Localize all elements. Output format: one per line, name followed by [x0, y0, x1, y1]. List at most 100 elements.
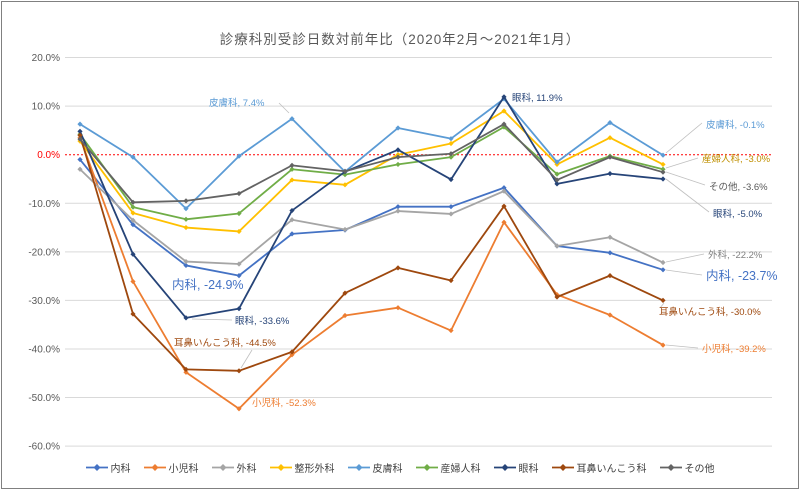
- y-axis-tick-label: -50.0%: [28, 393, 60, 404]
- chart-title: 診療科別受診日数対前年比（2020年2月～2021年1月）: [219, 32, 581, 47]
- series-marker-整形外科: [342, 182, 348, 188]
- series-marker-小児科: [130, 278, 136, 285]
- series-marker-耳鼻いんこう科: [77, 132, 83, 138]
- legend-marker-icon: [551, 464, 574, 471]
- series-line-内科: [79, 158, 664, 277]
- legend-marker-icon: [269, 464, 292, 471]
- legend-label: 眼科: [518, 464, 539, 475]
- series-marker-外科: [660, 259, 666, 266]
- legend-marker-icon: [659, 464, 682, 471]
- series-marker-その他: [130, 199, 136, 205]
- series-marker-皮膚科: [130, 154, 136, 160]
- series-marker-眼科: [554, 181, 560, 187]
- series-marker-外科: [342, 226, 348, 233]
- series-marker-内科: [501, 185, 507, 191]
- data-label: 産婦人科, -3.0%: [702, 153, 771, 165]
- series-marker-小児科: [395, 305, 401, 311]
- y-axis-tick-label: -10.0%: [28, 199, 60, 210]
- series-marker-外科: [607, 234, 613, 240]
- series-marker-整形外科: [236, 228, 242, 235]
- series-marker-整形外科: [607, 135, 613, 141]
- legend-item-眼科: 眼科: [493, 460, 539, 475]
- series-marker-眼科: [183, 315, 189, 321]
- annotation-leader-line: [240, 349, 253, 369]
- series-marker-耳鼻いんこう科: [130, 311, 136, 317]
- legend-item-小児科: 小児科: [143, 460, 199, 475]
- series-marker-産婦人科: [130, 204, 136, 210]
- series-marker-皮膚科: [236, 153, 242, 159]
- series-marker-小児科: [289, 352, 295, 358]
- annotation-leader-line: [659, 302, 665, 309]
- legend-marker-icon: [85, 464, 108, 471]
- series-marker-眼科: [448, 176, 454, 183]
- series-line-小児科: [79, 137, 664, 410]
- series-marker-小児科: [342, 312, 348, 319]
- series-marker-その他: [183, 198, 189, 204]
- annotation-leader-line: [665, 122, 703, 154]
- legend-item-その他: その他: [659, 460, 715, 475]
- series-marker-産婦人科: [289, 166, 295, 172]
- legend-marker-icon: [415, 464, 438, 471]
- data-label: 小児科, -52.3%: [252, 397, 316, 409]
- series-marker-眼科: [130, 251, 136, 257]
- series-marker-整形外科: [660, 161, 666, 168]
- series-marker-耳鼻いんこう科: [607, 273, 613, 279]
- series-marker-整形外科: [289, 177, 295, 183]
- series-marker-整形外科: [501, 108, 507, 114]
- series-marker-整形外科: [448, 140, 454, 147]
- series-marker-外科: [130, 217, 136, 223]
- series-marker-小児科: [448, 327, 454, 334]
- series-marker-耳鼻いんこう科: [236, 368, 242, 374]
- legend-item-外科: 外科: [211, 460, 257, 475]
- series-marker-内科: [236, 273, 242, 279]
- series-line-その他: [79, 123, 664, 204]
- series-marker-その他: [660, 169, 666, 175]
- y-axis-tick-label: 20.0%: [32, 53, 60, 64]
- data-label: 内科, -24.9%: [172, 278, 244, 292]
- series-marker-小児科: [236, 406, 242, 412]
- annotation-leader-line: [191, 318, 233, 321]
- legend-marker-icon: [143, 464, 166, 471]
- series-line-皮膚科: [79, 97, 664, 210]
- y-axis-tick-label: -30.0%: [28, 296, 60, 307]
- data-label: 皮膚科, -0.1%: [706, 119, 765, 131]
- annotation-leader-line: [665, 171, 706, 186]
- series-marker-その他: [607, 154, 613, 160]
- series-marker-皮膚科: [448, 136, 454, 142]
- y-axis-tick-label: 0.0%: [37, 150, 60, 161]
- series-marker-眼科: [395, 147, 401, 153]
- data-label: 耳鼻いんこう科, -30.0%: [659, 306, 761, 318]
- series-marker-小児科: [501, 219, 507, 225]
- legend-item-耳鼻いんこう科: 耳鼻いんこう科: [551, 460, 647, 475]
- legend-label: 小児科: [168, 464, 199, 475]
- series-marker-産婦人科: [660, 166, 666, 172]
- data-label: 小児科, -39.2%: [702, 343, 766, 355]
- series-marker-整形外科: [183, 224, 189, 231]
- legend-label: 皮膚科: [372, 464, 403, 475]
- series-marker-皮膚科: [607, 120, 613, 126]
- series-marker-内科: [448, 204, 454, 210]
- series-marker-外科: [554, 243, 560, 249]
- series-marker-小児科: [660, 342, 666, 348]
- series-marker-耳鼻いんこう科: [660, 297, 666, 304]
- series-marker-外科: [448, 211, 454, 217]
- series-marker-眼科: [501, 94, 507, 100]
- series-marker-小児科: [183, 369, 189, 375]
- series-marker-産婦人科: [236, 210, 242, 217]
- series-marker-その他: [236, 190, 242, 197]
- series-marker-耳鼻いんこう科: [448, 277, 454, 284]
- legend-item-皮膚科: 皮膚科: [347, 460, 403, 475]
- series-marker-皮膚科: [660, 152, 666, 158]
- data-label: 耳鼻いんこう科, -44.5%: [174, 337, 276, 349]
- series-marker-内科: [77, 156, 83, 163]
- y-axis-tick-label: -60.0%: [28, 442, 60, 453]
- series-marker-内科: [607, 250, 613, 256]
- series-marker-耳鼻いんこう科: [289, 349, 295, 355]
- legend-marker-icon: [347, 464, 370, 471]
- series-marker-眼科: [660, 176, 666, 182]
- series-marker-内科: [183, 262, 189, 269]
- legend-item-産婦人科: 産婦人科: [415, 460, 481, 475]
- series-marker-整形外科: [130, 210, 136, 216]
- series-line-外科: [79, 168, 664, 265]
